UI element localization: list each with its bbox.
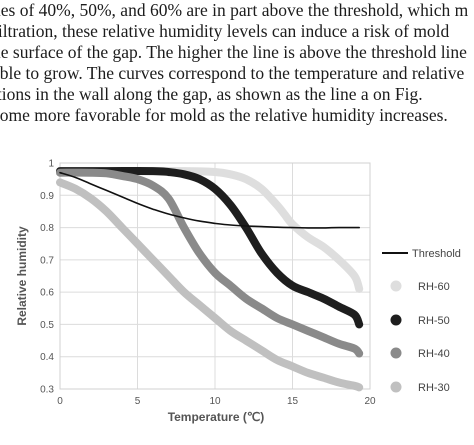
y-tick-label: 1 <box>48 159 54 170</box>
legend-swatch-rh-60 <box>390 280 402 292</box>
series-line-rh-60 <box>56 167 364 293</box>
y-tick-label: 0.5 <box>40 320 54 331</box>
y-tick-label: 0.6 <box>40 288 54 299</box>
paragraph-line: he surface of the gap. The higher the li… <box>0 42 467 62</box>
axis-ticks: 0.30.40.50.60.70.80.910 5 10 15 20 <box>40 159 376 408</box>
y-tick-label: 0.4 <box>40 352 54 363</box>
plot-frame <box>59 162 371 390</box>
legend-swatch-rh-40 <box>390 347 402 359</box>
paragraph-line: able to grow. The curves correspond to t… <box>0 63 465 83</box>
y-tick-label: 0.3 <box>40 385 54 396</box>
paragraph-line: ues of 40%, 50%, and 60% are in part abo… <box>0 0 469 20</box>
x-tick-label: 15 <box>287 396 299 407</box>
paragraph-line: filtration, these relative humidity leve… <box>0 21 450 41</box>
legend-swatch-rh-50 <box>390 314 402 326</box>
series-line-rh-50 <box>56 167 364 329</box>
x-tick-label: 0 <box>57 396 63 407</box>
legend-label-rh-40: RH-40 <box>418 348 450 360</box>
y-tick-label: 0.8 <box>40 223 54 234</box>
x-tick-label: 10 <box>209 396 221 407</box>
series-layer <box>56 167 364 392</box>
paper-paragraph: ues of 40%, 50%, and 60% are in part abo… <box>0 0 474 130</box>
y-tick-label: 0.9 <box>40 191 54 202</box>
series-line-rh-30 <box>56 178 364 392</box>
legend-label-rh-60: RH-60 <box>418 281 450 293</box>
x-tick-label: 5 <box>135 396 141 407</box>
series-line-rh-40 <box>56 168 364 358</box>
y-axis-title: Relative humidity <box>15 226 29 326</box>
legend-label-rh-50: RH-50 <box>418 315 450 327</box>
legend-label-threshold: Threshold <box>412 248 461 260</box>
paragraph-line: itions in the wall along the gap, as sho… <box>0 84 423 104</box>
x-axis-title: Temperature (℃) <box>168 410 265 424</box>
paragraph-line: come more favorable for mold as the rela… <box>0 105 448 125</box>
y-tick-label: 0.7 <box>40 255 54 266</box>
chart-legend: Threshold RH-60 RH-50 RH-40 RH-30 <box>382 248 461 394</box>
legend-swatch-rh-30 <box>390 381 402 393</box>
legend-label-rh-30: RH-30 <box>418 382 450 394</box>
series-line-threshold <box>59 171 360 229</box>
x-tick-label: 20 <box>364 396 376 407</box>
